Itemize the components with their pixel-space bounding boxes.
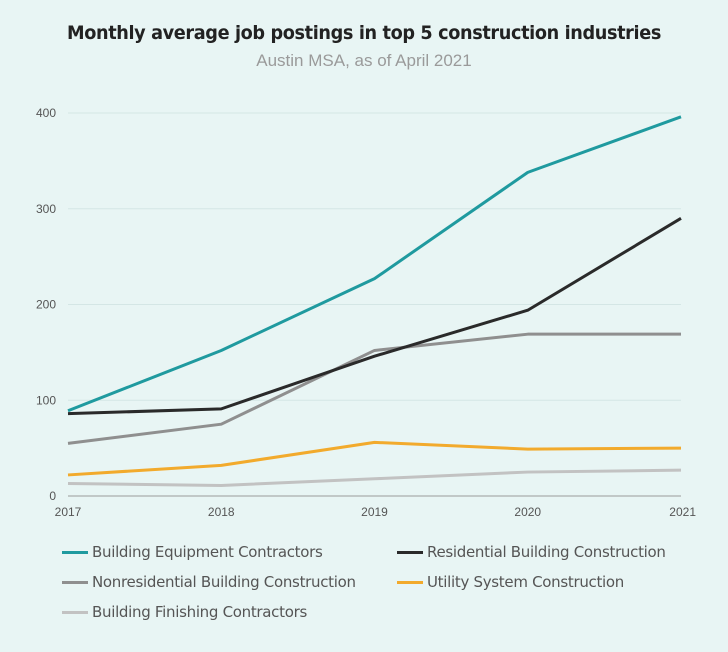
series-line-residential-building-construction [67, 217, 682, 416]
legend-swatch [62, 550, 88, 554]
legend-swatch [397, 550, 423, 554]
series-line-building-equipment-contractors [67, 115, 682, 413]
legend-swatch [62, 580, 88, 584]
series-line-utility-system-construction [67, 440, 682, 477]
legend-item: Utility System Construction [397, 573, 624, 591]
y-axis-ticks: 0 100 200 300 400 [36, 106, 56, 503]
legend-item: Nonresidential Building Construction [62, 573, 356, 591]
legend-label: Residential Building Construction [427, 543, 666, 561]
x-tick-label: 2017 [55, 505, 82, 519]
x-tick-label: 2019 [361, 505, 388, 519]
gridlines [68, 112, 681, 497]
legend-swatch [397, 580, 423, 584]
legend-item: Residential Building Construction [397, 543, 666, 561]
series-lines [67, 115, 682, 487]
x-axis-ticks: 2017 2018 2019 2020 2021 [55, 505, 697, 519]
legend-item: Building Equipment Contractors [62, 543, 323, 561]
chart-subtitle: Austin MSA, as of April 2021 [256, 51, 472, 70]
series-line-building-finishing-contractors [67, 468, 682, 487]
y-tick-label: 0 [49, 489, 56, 503]
y-tick-label: 400 [36, 106, 56, 120]
legend-item: Building Finishing Contractors [62, 603, 307, 621]
x-tick-label: 2020 [514, 505, 541, 519]
x-tick-label: 2021 [669, 505, 696, 519]
plot-area: 0 100 200 300 400 2017 2018 2019 2020 2021 [36, 106, 697, 519]
legend-label: Building Equipment Contractors [92, 543, 323, 561]
legend-label: Nonresidential Building Construction [92, 573, 356, 591]
y-tick-label: 300 [36, 202, 56, 216]
legend-label: Utility System Construction [427, 573, 625, 591]
x-tick-label: 2018 [208, 505, 235, 519]
chart-title: Monthly average job postings in top 5 co… [67, 22, 661, 44]
y-tick-label: 100 [36, 393, 56, 407]
legend-label: Building Finishing Contractors [92, 603, 307, 621]
y-tick-label: 200 [36, 298, 56, 312]
legend-swatch [62, 610, 88, 614]
series-line-nonresidential-building-construction [67, 332, 681, 445]
